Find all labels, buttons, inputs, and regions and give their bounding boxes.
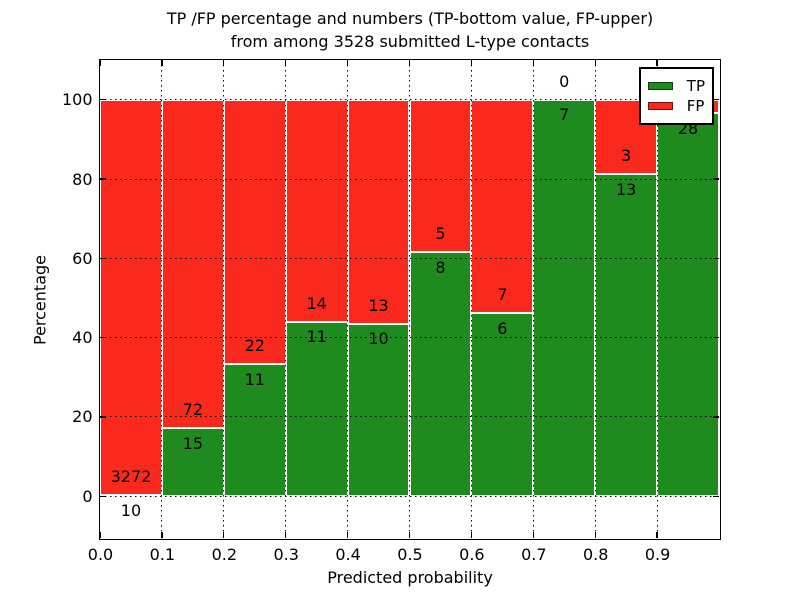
fp-legend-swatch [647, 102, 673, 110]
x-tick-mark [470, 532, 473, 538]
bar-tp-segment [595, 174, 658, 497]
fp-count-label: 5 [435, 224, 446, 244]
fp-count-label: 0 [559, 71, 570, 91]
tp-count-label: 6 [497, 318, 508, 338]
tp-count-label: 10 [120, 500, 142, 520]
y-tick-mark [100, 257, 106, 260]
y-tick-mark-right [713, 495, 719, 497]
fp-count-label: 7 [497, 284, 508, 304]
bar-fp-segment [471, 99, 534, 314]
fp-count-label: 72 [182, 399, 204, 419]
x-tick-label: 0.6 [459, 545, 485, 564]
x-axis-label: Predicted probability [327, 568, 493, 587]
x-tick-mark [161, 532, 163, 538]
x-tick-mark-top [223, 60, 225, 66]
y-tick-mark-right [713, 336, 719, 339]
tp-count-label: 10 [368, 329, 389, 349]
legend: TP FP [638, 67, 714, 125]
legend-item-label: FP [686, 97, 705, 115]
x-tick-label: 0.5 [397, 545, 423, 564]
y-tick-mark [100, 336, 106, 339]
legend-item: TP [647, 77, 705, 95]
bar-tp-segment [223, 364, 286, 497]
y-axis-label: Percentage [30, 254, 50, 346]
x-tick-mark-top [470, 60, 473, 66]
x-tick-label: 0.7 [521, 545, 547, 564]
y-tick-label: 60 [72, 248, 93, 268]
fp-count-label: 13 [368, 295, 389, 315]
chart-title: TP /FP percentage and numbers (TP-bottom… [99, 7, 721, 53]
y-tick-mark [100, 495, 106, 497]
x-tick-mark-top [656, 60, 658, 66]
x-tick-label: 0.1 [149, 545, 176, 564]
x-tick-label: 0.0 [87, 545, 114, 564]
bar-tp-segment [161, 428, 224, 497]
fp-count-label: 3272 [110, 466, 152, 486]
x-tick-mark [532, 532, 534, 538]
legend-item: FP [647, 97, 705, 115]
x-tick-mark [285, 532, 287, 538]
y-tick-mark [100, 99, 106, 101]
tp-legend-swatch [647, 82, 673, 90]
tp-count-label: 13 [615, 179, 637, 199]
x-tick-mark [99, 532, 101, 538]
tp-count-label: 8 [435, 257, 446, 277]
x-tick-label: 0.2 [211, 545, 238, 564]
x-tick-label: 0.9 [644, 545, 671, 564]
y-tick-mark [100, 178, 106, 180]
x-tick-mark-top [285, 60, 287, 66]
x-tick-mark-top [161, 60, 163, 66]
bar-fp-segment [285, 99, 348, 322]
bar-tp-segment [533, 99, 596, 497]
chart-title-line2: from among 3528 submitted L-type contact… [230, 32, 590, 51]
y-tick-label: 20 [72, 407, 93, 427]
x-tick-mark [656, 532, 658, 538]
tp-count-label: 15 [182, 433, 204, 453]
x-tick-mark-top [532, 60, 534, 66]
x-tick-mark-top [99, 60, 101, 66]
x-tick-mark [223, 532, 225, 538]
x-tick-mark-top [346, 60, 349, 66]
tp-count-label: 11 [306, 327, 327, 347]
x-tick-mark [408, 532, 411, 538]
fp-count-label: 3 [621, 146, 632, 166]
y-tick-mark-right [713, 416, 719, 418]
x-tick-mark-top [408, 60, 411, 66]
bar-fp-segment [161, 99, 224, 428]
y-tick-mark [100, 416, 106, 418]
bar-tp-segment [657, 113, 719, 497]
y-tick-label: 80 [72, 169, 93, 189]
x-tick-mark [346, 532, 349, 538]
x-tick-mark [594, 532, 596, 538]
fp-count-label: 14 [306, 293, 327, 313]
y-tick-label: 100 [61, 90, 93, 110]
y-tick-label: 40 [72, 328, 93, 348]
y-tick-mark-right [713, 257, 719, 260]
bar-tp-segment [347, 323, 410, 497]
x-tick-mark-top [594, 60, 596, 66]
bar-tp-segment [100, 494, 162, 497]
fp-count-label: 22 [244, 336, 265, 356]
tp-count-label: 11 [244, 369, 265, 389]
bar-tp-segment [471, 313, 534, 497]
chart-title-line1: TP /FP percentage and numbers (TP-bottom… [166, 9, 654, 28]
legend-item-label: TP [686, 77, 705, 95]
x-tick-label: 0.4 [335, 545, 361, 564]
y-tick-label: 0 [82, 486, 93, 506]
x-tick-label: 0.8 [582, 545, 609, 564]
bar-tp-segment [285, 321, 348, 497]
bar-fp-segment [223, 99, 286, 365]
bar-fp-segment [100, 99, 162, 495]
y-tick-mark-right [713, 178, 719, 180]
bar-fp-segment [347, 99, 410, 324]
tp-count-label: 7 [559, 105, 570, 125]
x-tick-label: 0.3 [273, 545, 299, 564]
bar-tp-segment [409, 252, 472, 497]
